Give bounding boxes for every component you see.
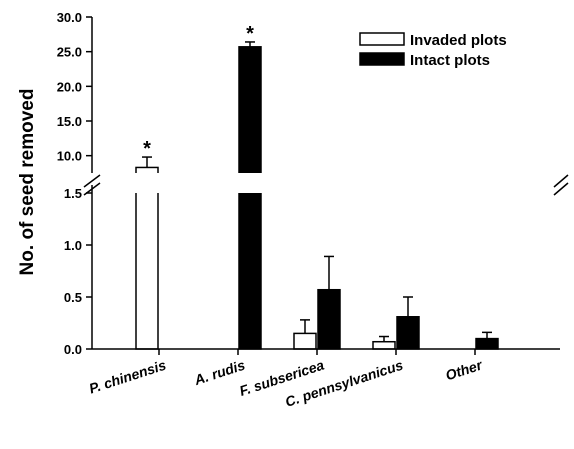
legend: Invaded plots Intact plots xyxy=(359,32,507,69)
y-tick-label: 0.5 xyxy=(64,290,82,305)
axis-break-mark xyxy=(83,174,101,188)
bar-break-gap xyxy=(237,173,263,193)
significance-marker: * xyxy=(246,23,254,45)
y-axis-title: No. of seed removed xyxy=(17,89,38,276)
bars: ** xyxy=(134,23,499,350)
legend-label: Invaded plots xyxy=(410,32,507,49)
y-tick-label: 15.0 xyxy=(57,114,82,129)
bar-lower-segment xyxy=(238,188,262,350)
y-tick-label: 10.0 xyxy=(57,149,82,164)
bar xyxy=(293,332,317,350)
bar xyxy=(372,340,396,350)
y-ticks: 0.0 0.5 1.0 1.5 10.0 15.0 20.0 25.0 30.0 xyxy=(57,10,92,357)
bar-upper-segment xyxy=(238,46,262,178)
y-tick-label: 1.0 xyxy=(64,238,82,253)
y-tick-label: 25.0 xyxy=(57,45,82,60)
bar-break-gap xyxy=(134,173,160,193)
bar-lower-segment xyxy=(135,188,159,350)
axis-break-mark xyxy=(553,182,569,196)
y-tick-label: 1.5 xyxy=(64,186,82,201)
legend-label: Intact plots xyxy=(410,52,490,69)
bar xyxy=(317,288,341,350)
y-axis-label: No. of seed removed xyxy=(17,89,38,276)
x-category-label: Other xyxy=(443,356,485,383)
axis-break-mark xyxy=(553,174,569,188)
legend-swatch xyxy=(359,32,405,46)
y-tick-label: 20.0 xyxy=(57,79,82,94)
bar xyxy=(396,316,420,350)
bar xyxy=(475,337,499,350)
y-tick-label: 0.0 xyxy=(64,342,82,357)
significance-marker: * xyxy=(143,138,151,160)
axes xyxy=(83,17,569,355)
y-tick-label: 30.0 xyxy=(57,10,82,25)
legend-swatch xyxy=(359,52,405,66)
x-category-label: P. chinensis xyxy=(87,357,168,397)
